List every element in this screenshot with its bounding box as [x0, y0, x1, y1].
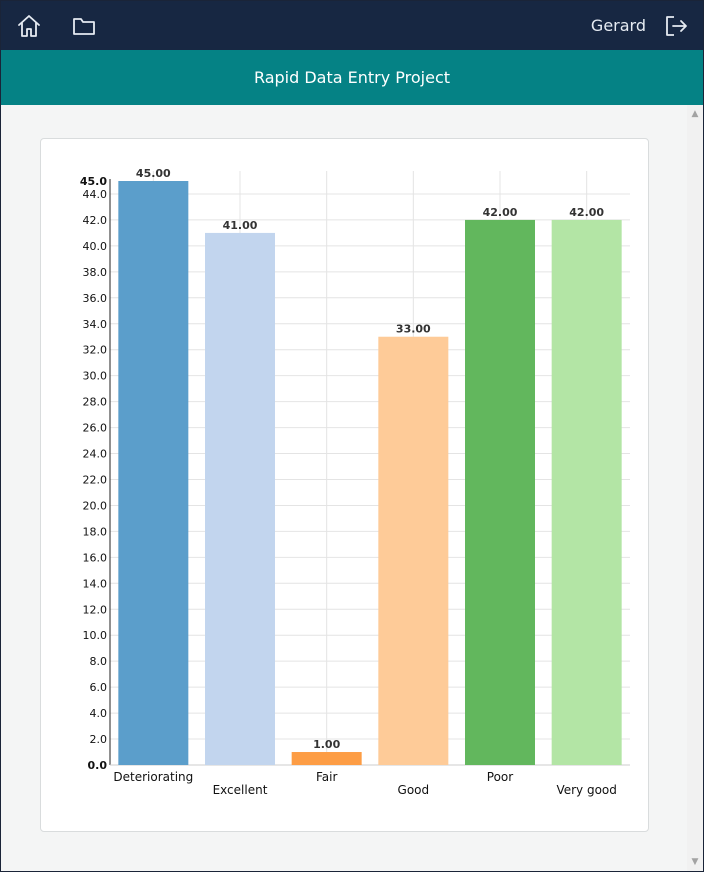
top-navbar: Gerard	[1, 1, 703, 50]
y-tick-label: 16.0	[83, 551, 108, 564]
folder-button[interactable]	[69, 11, 99, 41]
y-tick-label: 10.0	[83, 629, 108, 642]
home-icon	[18, 15, 40, 37]
y-tick-label: 8.0	[90, 655, 108, 668]
y-tick-label: 42.0	[83, 214, 108, 227]
bar-very-good	[551, 219, 622, 765]
y-tick-label: 12.0	[83, 603, 108, 616]
x-category-label: Deteriorating	[113, 770, 193, 784]
y-tick-label: 14.0	[83, 577, 108, 590]
y-tick-label: 6.0	[90, 681, 108, 694]
y-tick-label: 30.0	[83, 370, 108, 383]
logout-button[interactable]	[661, 11, 691, 41]
chart-card: 0.0 2.0 4.0 6.0 8.0 10.0 12.0 14.0 16.0 18.0 20.0 2…	[40, 138, 649, 832]
x-category-label: Fair	[316, 770, 337, 784]
y-tick-label: 26.0	[83, 422, 108, 435]
y-tick-label-max: 45.0	[80, 175, 107, 188]
y-tick-label: 20.0	[83, 499, 108, 512]
project-title-bar: Rapid Data Entry Project	[1, 50, 703, 105]
x-category-label: Very good	[556, 783, 616, 797]
username-label[interactable]: Gerard	[590, 16, 646, 35]
y-tick-label: 40.0	[83, 240, 108, 253]
bar-value-label: 1.00	[313, 738, 340, 751]
y-tick-label: 32.0	[83, 344, 108, 357]
bar-poor	[465, 219, 535, 765]
x-category-label: Poor	[487, 770, 513, 784]
y-tick-label: 38.0	[83, 266, 108, 279]
x-category-label: Good	[398, 783, 430, 797]
y-tick-label: 18.0	[83, 525, 108, 538]
y-tick-label: 22.0	[83, 473, 108, 486]
logout-icon	[666, 16, 687, 36]
bar-value-label: 42.00	[483, 206, 518, 219]
y-tick-label: 44.0	[83, 188, 108, 201]
y-tick-label: 24.0	[83, 448, 108, 461]
bar-value-label: 42.00	[569, 206, 604, 219]
bar-excellent	[205, 232, 275, 765]
home-button[interactable]	[14, 11, 44, 41]
y-tick-label: 2.0	[90, 733, 108, 746]
y-tick-label: 36.0	[83, 292, 108, 305]
y-tick-label: 28.0	[83, 396, 108, 409]
bar-value-label: 33.00	[396, 323, 431, 336]
folder-icon	[73, 18, 95, 35]
scroll-down-icon[interactable]: ▼	[691, 857, 699, 867]
bar-chart: 0.0 2.0 4.0 6.0 8.0 10.0 12.0 14.0 16.0 18.0 20.0 2…	[80, 167, 630, 797]
bar-deteriorating	[118, 181, 189, 765]
y-tick-label: 4.0	[90, 707, 108, 720]
bar-value-label: 41.00	[223, 219, 258, 232]
project-title: Rapid Data Entry Project	[253, 68, 451, 87]
scroll-up-icon[interactable]: ▲	[691, 109, 699, 119]
vertical-scrollbar[interactable]: ▲ ▼	[687, 105, 703, 871]
y-tick-label: 34.0	[83, 318, 108, 331]
y-tick-label: 0.0	[88, 759, 108, 772]
bar-good	[378, 336, 449, 765]
bar-fair	[291, 752, 362, 765]
bar-value-label: 45.00	[136, 167, 171, 180]
x-category-label: Excellent	[213, 783, 268, 797]
